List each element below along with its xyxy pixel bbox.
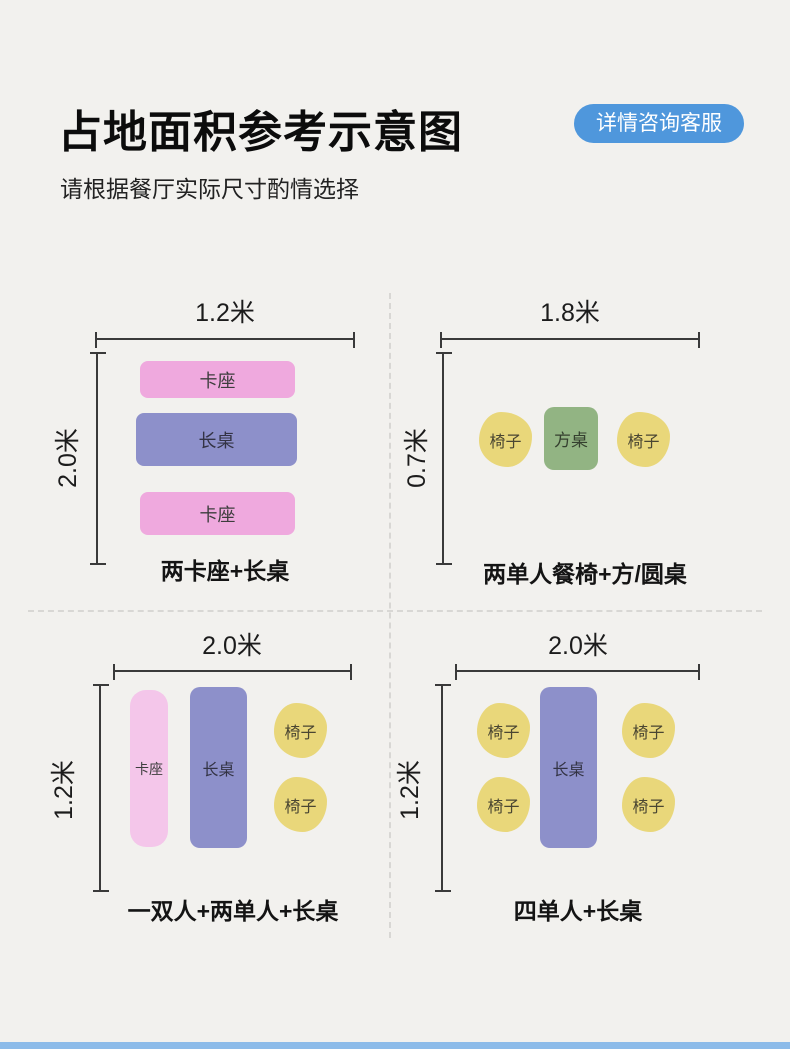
width-dimension-line	[455, 664, 700, 680]
layout-caption: 两单人餐椅+方/圆桌	[483, 561, 687, 587]
chair: 椅子	[479, 412, 532, 467]
bottom-edge-strip	[0, 1042, 790, 1049]
square-table: 方桌	[544, 407, 598, 470]
long-table: 长桌	[190, 687, 247, 848]
height-dimension-line	[436, 352, 452, 565]
page-subtitle: 请根据餐厅实际尺寸酌情选择	[60, 176, 359, 202]
quadrant-divider-horizontal	[28, 610, 762, 612]
chair: 椅子	[622, 777, 675, 832]
height-dimension-line	[93, 684, 109, 892]
layout-caption: 一双人+两单人+长桌	[127, 898, 339, 924]
chair: 椅子	[274, 703, 327, 758]
booth-seat: 卡座	[140, 361, 295, 398]
layout-caption: 两卡座+长桌	[160, 558, 290, 584]
width-dimension-line	[113, 664, 352, 680]
page-title: 占地面积参考示意图	[58, 108, 463, 157]
height-dimension-line	[90, 352, 106, 565]
width-dimension-line	[440, 332, 700, 348]
width-dimension-label: 2.0米	[202, 632, 262, 660]
quadrant-divider-vertical	[389, 293, 391, 938]
width-dimension-label: 1.8米	[540, 299, 600, 327]
height-dimension-label: 1.2米	[396, 760, 424, 820]
height-dimension-line	[435, 684, 451, 892]
width-dimension-label: 2.0米	[548, 632, 608, 660]
long-table: 长桌	[136, 413, 297, 466]
height-dimension-label: 2.0米	[54, 428, 82, 488]
customer-service-badge-button[interactable]: 详情咨询客服	[574, 104, 744, 143]
width-dimension-line	[95, 332, 355, 348]
height-dimension-label: 0.7米	[403, 428, 431, 488]
booth-seat: 卡座	[140, 492, 295, 535]
height-dimension-label: 1.2米	[50, 760, 78, 820]
layout-caption: 四单人+长桌	[513, 898, 643, 924]
long-table: 长桌	[540, 687, 597, 848]
width-dimension-label: 1.2米	[195, 299, 255, 327]
booth-seat: 卡座	[130, 690, 168, 847]
chair: 椅子	[274, 777, 327, 832]
chair: 椅子	[477, 703, 530, 758]
chair: 椅子	[477, 777, 530, 832]
chair: 椅子	[617, 412, 670, 467]
chair: 椅子	[622, 703, 675, 758]
